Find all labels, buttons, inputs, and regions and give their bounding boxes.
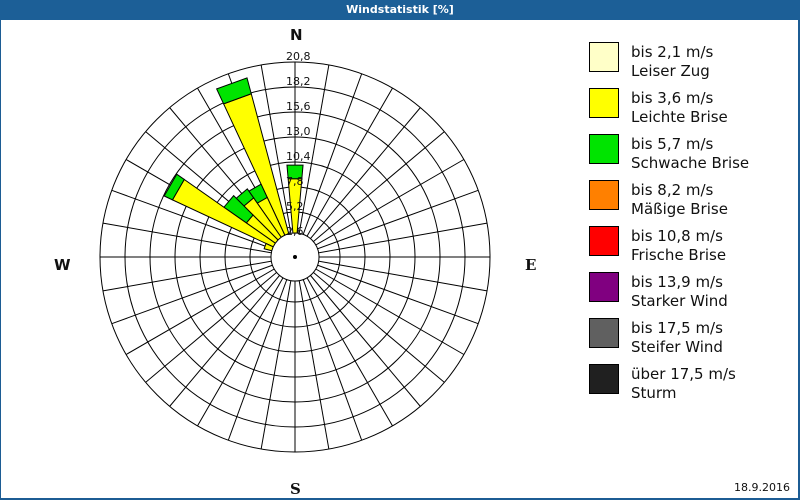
radial-tick-label: 15,6: [286, 100, 311, 113]
compass-north: N: [290, 26, 303, 44]
legend-speed: bis 8,2 m/s: [631, 181, 714, 199]
radial-tick-label: 18,2: [286, 75, 311, 88]
legend-name: Steifer Wind: [631, 338, 723, 356]
legend-name: Mäßige Brise: [631, 200, 728, 218]
radial-tick-label: 20,8: [286, 50, 311, 63]
radial-tick-label: 13,0: [286, 125, 311, 138]
legend-swatch: [589, 88, 619, 118]
legend-speed: bis 13,9 m/s: [631, 273, 723, 291]
radial-tick-label: 10,4: [286, 150, 311, 163]
legend-name: Schwache Brise: [631, 154, 750, 172]
legend-speed: über 17,5 m/s: [631, 365, 736, 383]
legend-swatch: [589, 364, 619, 394]
radial-tick-label: 2,6: [286, 225, 304, 238]
legend-swatch: [589, 134, 619, 164]
chart-panel: 2,6 5,2 7,8 10,4 13,0 15,6 18,2 20,8 N E S W bi…: [1, 20, 798, 498]
radial-tick-label: 5,2: [286, 200, 304, 213]
date-label: 18.9.2016: [734, 481, 790, 494]
wind-bar-segment: [286, 164, 304, 180]
legend-speed: bis 17,5 m/s: [631, 319, 723, 337]
legend-swatch: [589, 318, 619, 348]
legend-swatch: [589, 180, 619, 210]
compass-south: S: [290, 480, 301, 498]
legend-name: Starker Wind: [631, 292, 728, 310]
wind-bar-segment: [163, 173, 185, 201]
legend-swatch: [589, 42, 619, 72]
compass-east: E: [525, 256, 537, 274]
legend-swatch: [589, 272, 619, 302]
wind-bar-segment: [215, 77, 252, 105]
legend-speed: bis 3,6 m/s: [631, 89, 714, 107]
legend-name: Leiser Zug: [631, 62, 710, 80]
radial-tick-label: 7,8: [286, 175, 304, 188]
legend-name: Leichte Brise: [631, 108, 728, 126]
legend-name: Sturm: [631, 384, 677, 402]
wind-rose-chart: 2,6 5,2 7,8 10,4 13,0 15,6 18,2 20,8: [99, 50, 491, 453]
legend-name: Frische Brise: [631, 246, 727, 264]
legend-speed: bis 5,7 m/s: [631, 135, 714, 153]
window-title: Windstatistik [%]: [0, 0, 800, 20]
compass-west: W: [54, 256, 71, 274]
legend-swatch: [589, 226, 619, 256]
legend-speed: bis 2,1 m/s: [631, 43, 714, 61]
legend-speed: bis 10,8 m/s: [631, 227, 723, 245]
